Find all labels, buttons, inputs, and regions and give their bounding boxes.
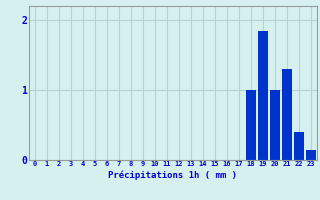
Bar <box>270 90 280 160</box>
Bar <box>306 150 316 160</box>
Bar <box>294 132 304 160</box>
Bar <box>246 90 256 160</box>
Bar <box>282 69 292 160</box>
X-axis label: Précipitations 1h ( mm ): Précipitations 1h ( mm ) <box>108 170 237 180</box>
Bar <box>258 30 268 160</box>
